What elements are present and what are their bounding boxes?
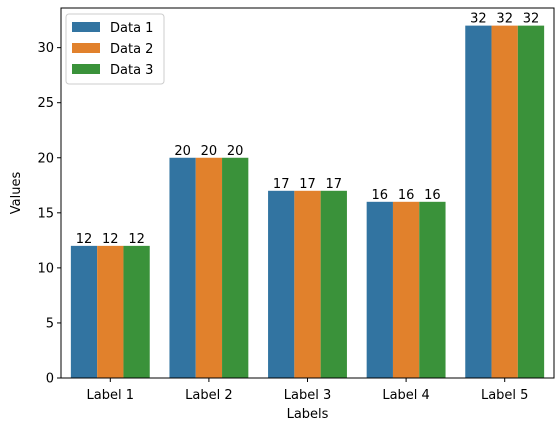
bar-value-label: 20 [174, 144, 191, 159]
bar-value-label: 17 [273, 177, 290, 192]
bar-value-label: 12 [76, 232, 93, 247]
legend-swatch [72, 64, 100, 74]
legend-swatch [72, 43, 100, 53]
y-tick-label: 10 [37, 261, 54, 276]
bar-3-5 [517, 25, 545, 378]
x-tick-label: Label 1 [87, 388, 134, 403]
bar-1-4 [366, 201, 393, 378]
bar-value-label: 20 [227, 144, 244, 159]
y-tick-label: 30 [37, 41, 54, 56]
bar-labels-group: 12 12 12 20 20 20 17 17 17 16 16 16 32 32 32 [76, 12, 540, 247]
bar-value-label: 16 [424, 188, 441, 203]
bar-value-label: 12 [128, 232, 145, 247]
bar-value-label: 16 [398, 188, 415, 203]
bar-2-4 [392, 201, 420, 378]
bar-2-5 [491, 25, 518, 378]
bar-2-3 [294, 190, 321, 378]
bar-3-4 [419, 201, 446, 378]
y-tick-label: 20 [37, 151, 54, 166]
bar-value-label: 17 [326, 177, 343, 192]
x-tick-label: Label 5 [481, 388, 528, 403]
x-tick-label: Label 4 [382, 388, 429, 403]
bar-value-label: 32 [470, 12, 487, 27]
bar-3-1 [123, 245, 150, 378]
bar-2-1 [97, 245, 124, 378]
bar-2-2 [195, 157, 223, 378]
x-tick-label: Label 3 [284, 388, 331, 403]
y-axis-label: Values [9, 172, 24, 215]
bar-value-label: 12 [102, 232, 119, 247]
legend-entry: Data 1 [110, 21, 153, 36]
y-axis: 0 5 10 15 20 25 30 [37, 41, 61, 387]
bar-value-label: 20 [201, 144, 218, 159]
bar-1-1 [70, 245, 98, 378]
bars-group [70, 25, 545, 378]
legend-entry: Data 2 [110, 42, 153, 57]
x-axis-label: Labels [287, 407, 329, 422]
legend-entry: Data 3 [110, 63, 153, 78]
bar-3-2 [222, 157, 249, 378]
bar-1-5 [465, 25, 492, 378]
legend: Data 1 Data 2 Data 3 [65, 13, 165, 85]
bar-value-label: 17 [299, 177, 316, 192]
bar-1-2 [169, 157, 196, 378]
y-tick-label: 15 [37, 206, 54, 221]
bar-1-3 [268, 190, 295, 378]
x-axis: Label 1 Label 2 Label 3 Label 4 Label 5 [87, 378, 528, 403]
bar-3-3 [320, 190, 347, 378]
bar-value-label: 16 [372, 188, 389, 203]
plot-frame [60, 7, 555, 379]
bar-value-label: 32 [496, 12, 513, 27]
legend-swatch [72, 22, 100, 32]
y-tick-label: 5 [46, 316, 54, 331]
y-tick-label: 25 [37, 96, 54, 111]
bar-value-label: 32 [523, 12, 540, 27]
y-tick-label: 0 [46, 372, 54, 387]
x-tick-label: Label 2 [185, 388, 232, 403]
